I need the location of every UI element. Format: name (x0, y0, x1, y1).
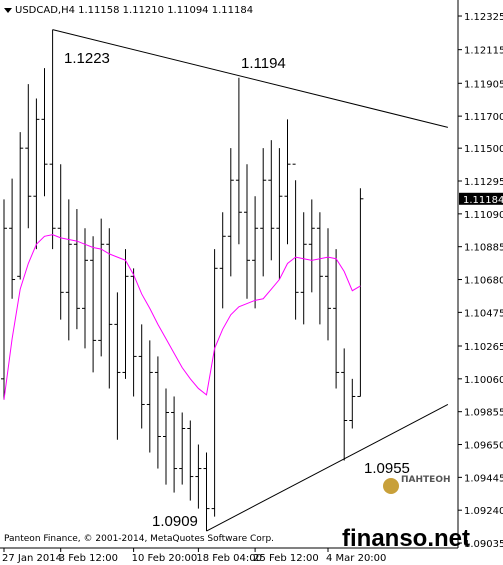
x-tick-label: 4 Mar 20:00 (326, 553, 386, 564)
x-tick-label: 25 Feb 12:00 (253, 553, 319, 564)
chart-title: USDCAD,H4 1.11158 1.11210 1.11094 1.1118… (15, 5, 253, 16)
annotation: 1.0909 (152, 513, 198, 530)
x-tick-label: 3 Feb 12:00 (59, 553, 118, 564)
moving-average (3, 234, 361, 400)
current-price-box (459, 192, 503, 205)
logo-icon (383, 478, 399, 494)
y-tick-label: 1.09445 (464, 473, 503, 484)
annotation: 1.1223 (64, 50, 110, 67)
trendline (206, 404, 449, 532)
logo: ПАНТЕОН (401, 475, 451, 485)
y-tick-label: 1.09035 (464, 539, 503, 550)
y-tick-label: 1.09240 (464, 506, 503, 517)
y-tick-label: 1.11295 (464, 177, 503, 188)
y-tick-label: 1.12325 (464, 12, 503, 23)
y-tick-label: 1.10475 (464, 308, 503, 319)
annotation: 1.1194 (241, 55, 286, 72)
x-tick-label: 18 Feb 04:00 (196, 553, 262, 564)
y-tick-label: 1.10265 (464, 342, 503, 353)
y-tick-label: 1.11500 (464, 144, 503, 155)
menu-arrow (4, 8, 12, 13)
current-price-label: 1.11184 (463, 195, 503, 206)
trendline (52, 29, 448, 128)
y-tick-label: 1.11905 (464, 79, 503, 90)
y-tick-label: 1.11090 (464, 210, 503, 221)
copyright: Panteon Finance, © 2001-2014, MetaQuotes… (4, 534, 274, 544)
y-tick-label: 1.10680 (464, 276, 503, 287)
y-tick-label: 1.09650 (464, 441, 503, 452)
y-tick-label: 1.10060 (464, 375, 503, 386)
x-tick-label: 27 Jan 2014 (2, 553, 62, 564)
x-tick-label: 10 Feb 20:00 (132, 553, 198, 564)
y-tick-label: 1.10885 (464, 243, 503, 254)
y-tick-label: 1.09855 (464, 408, 503, 419)
y-tick-label: 1.11700 (464, 112, 503, 123)
annotation: 1.0955 (364, 460, 410, 477)
y-tick-label: 1.12115 (464, 46, 503, 57)
